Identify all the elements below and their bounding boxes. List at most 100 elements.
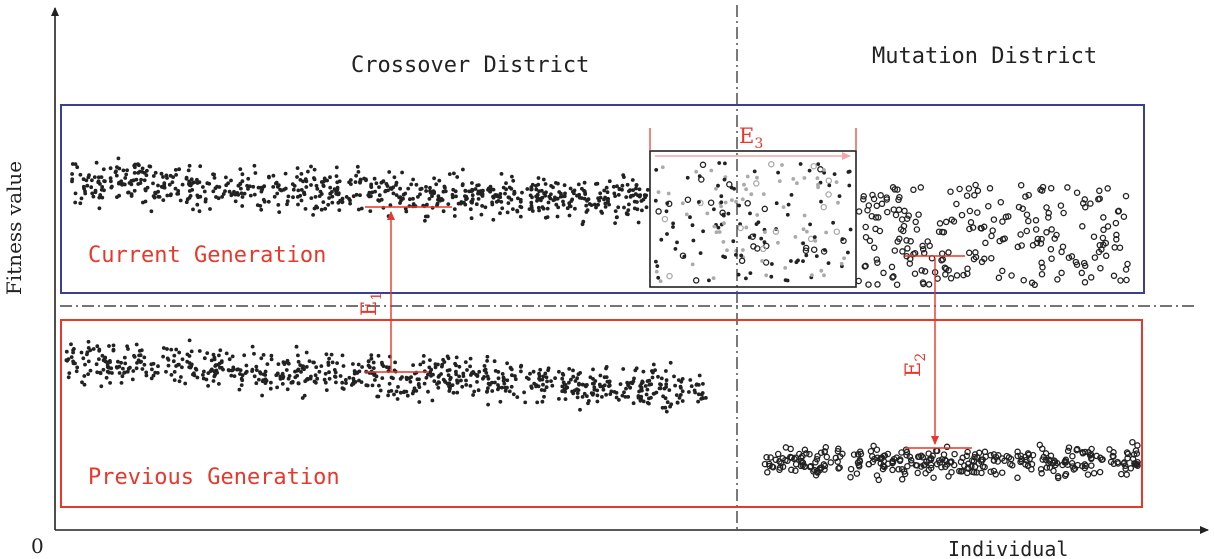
scatter-dot (315, 187, 320, 191)
scatter-dot (97, 357, 101, 361)
scatter-dot (671, 225, 675, 229)
scatter-ring (1019, 205, 1026, 212)
scatter-dot (460, 182, 465, 187)
scatter-dot (429, 374, 433, 378)
scatter-dot (498, 211, 502, 216)
scatter-ring (1079, 223, 1086, 230)
scatter-ring (1014, 243, 1022, 251)
scatter-dot (503, 389, 508, 393)
scatter-dot (322, 377, 327, 382)
scatter-dot (688, 215, 692, 220)
scatter-dot (309, 183, 313, 187)
scatter-dot (485, 354, 490, 359)
scatter-dot (602, 197, 606, 202)
scatter-dot (137, 353, 142, 358)
scatter-dot (595, 399, 600, 404)
scatter-dot (174, 173, 179, 177)
scatter-dot (197, 209, 202, 214)
scatter-dot (671, 221, 675, 226)
scatter-ring (744, 200, 751, 207)
scatter-ring (1037, 240, 1045, 247)
scatter-dot (626, 395, 631, 399)
scatter-dot (496, 199, 501, 203)
scatter-dot (277, 210, 282, 215)
scatter-ring (906, 453, 914, 461)
scatter-dot (179, 375, 183, 379)
scatter-ring (974, 209, 981, 216)
scatter-ring (1058, 269, 1065, 277)
scatter-dot (229, 178, 233, 183)
scatter-dot (229, 193, 234, 198)
scatter-dot (165, 176, 169, 180)
scatter-dot (631, 188, 635, 193)
scatter-ring (994, 458, 1002, 465)
scatter-dot (722, 221, 726, 226)
scatter-dot (351, 362, 355, 366)
scatter-dot (625, 182, 630, 187)
scatter-dot (208, 207, 212, 211)
scatter-dot (612, 390, 617, 394)
scatter-ring (865, 460, 873, 468)
scatter-dot (416, 195, 420, 199)
scatter-ring (1025, 217, 1032, 225)
scatter-dot (455, 378, 459, 383)
scatter-dot (804, 253, 809, 258)
scatter-ring (898, 466, 906, 473)
scatter-ring (1114, 458, 1121, 466)
scatter-ring (762, 259, 770, 266)
scatter-dot (309, 196, 314, 201)
scatter-dot (522, 390, 526, 395)
scatter-dot (227, 357, 232, 362)
scatter-dot (409, 375, 413, 379)
scatter-dot (201, 373, 205, 377)
scatter-ring (692, 277, 700, 284)
scatter-dot (88, 348, 93, 353)
scatter-ring (947, 188, 954, 195)
scatter-ring (992, 471, 999, 478)
scatter-ring (753, 180, 760, 187)
scatter-dot (400, 170, 404, 175)
scatter-dot (303, 177, 308, 182)
scatter-dot (595, 388, 600, 393)
scatter-dot (276, 203, 281, 207)
scatter-dot (688, 378, 693, 382)
scatter-dot (492, 359, 497, 364)
scatter-dot (66, 375, 71, 380)
scatter-ring (889, 184, 897, 191)
scatter-dot (590, 392, 595, 397)
scatter-dot (261, 353, 266, 357)
scatter-dot (396, 385, 400, 389)
scatter-dot (469, 216, 474, 221)
scatter-dot (248, 193, 253, 198)
scatter-dot (639, 394, 644, 399)
scatter-dot (503, 385, 507, 390)
scatter-dot (184, 176, 189, 181)
scatter-ring (1124, 260, 1131, 268)
scatter-dot (381, 179, 386, 184)
scatter-dot (296, 381, 301, 386)
scatter-dot (544, 385, 549, 390)
scatter-dot (786, 202, 791, 207)
scatter-dot (430, 398, 435, 403)
scatter-dot (752, 169, 757, 174)
scatter-dot (240, 195, 245, 199)
scatter-ring (896, 235, 903, 243)
scatter-dot (398, 390, 403, 395)
scatter-dot (561, 199, 565, 204)
scatter-dot (641, 399, 646, 404)
scatter-dot (571, 189, 575, 194)
scatter-dot (335, 185, 340, 190)
scatter-dot (88, 368, 93, 373)
scatter-ring (801, 446, 809, 454)
scatter-dot (511, 207, 515, 212)
scatter-dot (421, 354, 426, 358)
scatter-dot (149, 362, 154, 367)
scatter-dot (650, 369, 654, 373)
scatter-dot (567, 380, 571, 385)
scatter-ring (759, 245, 767, 253)
scatter-dot (187, 354, 192, 358)
scatter-ring (1121, 459, 1128, 466)
scatter-ring (915, 211, 922, 218)
scatter-dot (177, 350, 182, 355)
scatter-dot (783, 266, 788, 270)
